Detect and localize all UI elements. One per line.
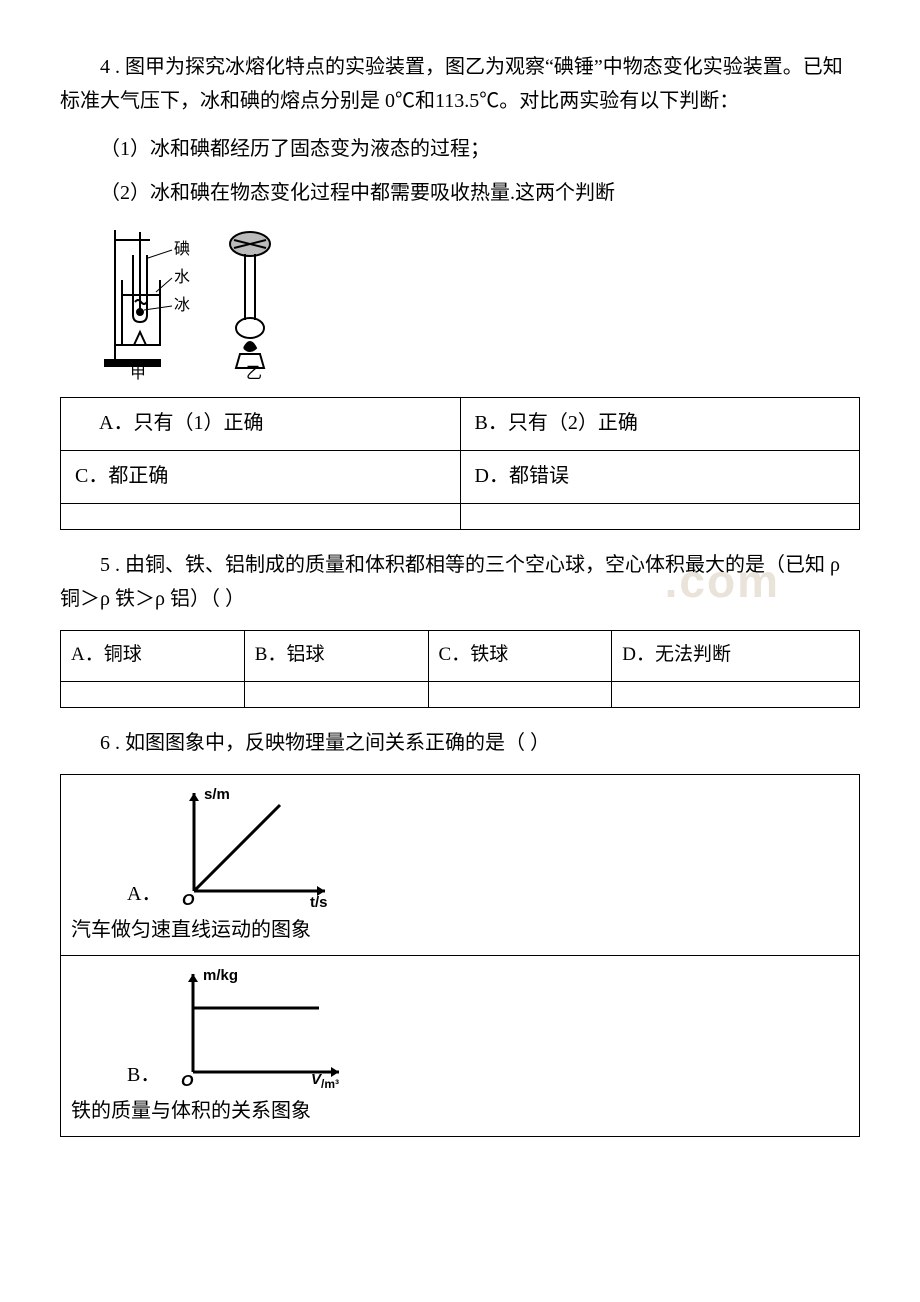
q4-item1: （1）冰和碘都经历了固态变为液态的过程； (60, 132, 860, 166)
q5-opt-c: C．铁球 (439, 644, 509, 665)
svg-text:s/m: s/m (204, 786, 230, 803)
label-water: 水 (174, 268, 190, 286)
q6-text: 6 . 如图图象中，反映物理量之间关系正确的是（ ） (60, 726, 860, 760)
label-ice: 冰 (174, 296, 190, 314)
q4-item2: （2）冰和碘在物态变化过程中都需要吸收热量.这两个判断 (60, 176, 860, 210)
q5-options-table: A．铜球 B．铝球 C．铁球 D．无法判断 (60, 630, 860, 708)
q5-text: 5 . 由铜、铁、铝制成的质量和体积都相等的三个空心球，空心体积最大的是（已知 … (60, 548, 860, 616)
q4-apparatus-figure: 碘 水 冰 甲 乙 (100, 220, 860, 391)
q6a-label: A． (127, 877, 161, 911)
q6b-chart: m/kg V /m³ O (169, 962, 359, 1092)
q5-opt-d: D．无法判断 (622, 644, 731, 665)
svg-text:O: O (181, 1073, 194, 1090)
q6a-caption: 汽车做匀速直线运动的图象 (71, 913, 849, 947)
q6a-chart: s/m t/s O (170, 781, 340, 911)
svg-text:t/s: t/s (310, 894, 328, 911)
label-yi: 乙 (246, 365, 262, 380)
q6b-label: B． (127, 1058, 160, 1092)
q4-options-table: A．只有（1）正确 B．只有（2）正确 C．都正确 D．都错误 (60, 397, 860, 530)
q4-opt-d: D．都错误 (475, 465, 569, 487)
q5-opt-b: B．铝球 (255, 644, 325, 665)
q6-chart-table: A． s/m t/s O 汽车做匀速 (60, 774, 860, 1137)
svg-text:m/kg: m/kg (203, 967, 238, 984)
q6b-caption: 铁的质量与体积的关系图象 (71, 1094, 849, 1128)
q4-opt-c: C．都正确 (75, 465, 168, 487)
label-jia: 甲 (130, 365, 146, 380)
q5-opt-a: A．铜球 (71, 644, 142, 665)
svg-text:/m³: /m³ (321, 1077, 339, 1091)
q4-opt-a: A．只有（1）正确 (99, 412, 263, 434)
q4-opt-b: B．只有（2）正确 (475, 412, 638, 434)
svg-text:O: O (182, 892, 195, 909)
label-iodine: 碘 (174, 240, 190, 258)
q4-text: 4 . 图甲为探究冰熔化特点的实验装置，图乙为观察“碘锤”中物态变化实验装置。已… (60, 50, 860, 118)
